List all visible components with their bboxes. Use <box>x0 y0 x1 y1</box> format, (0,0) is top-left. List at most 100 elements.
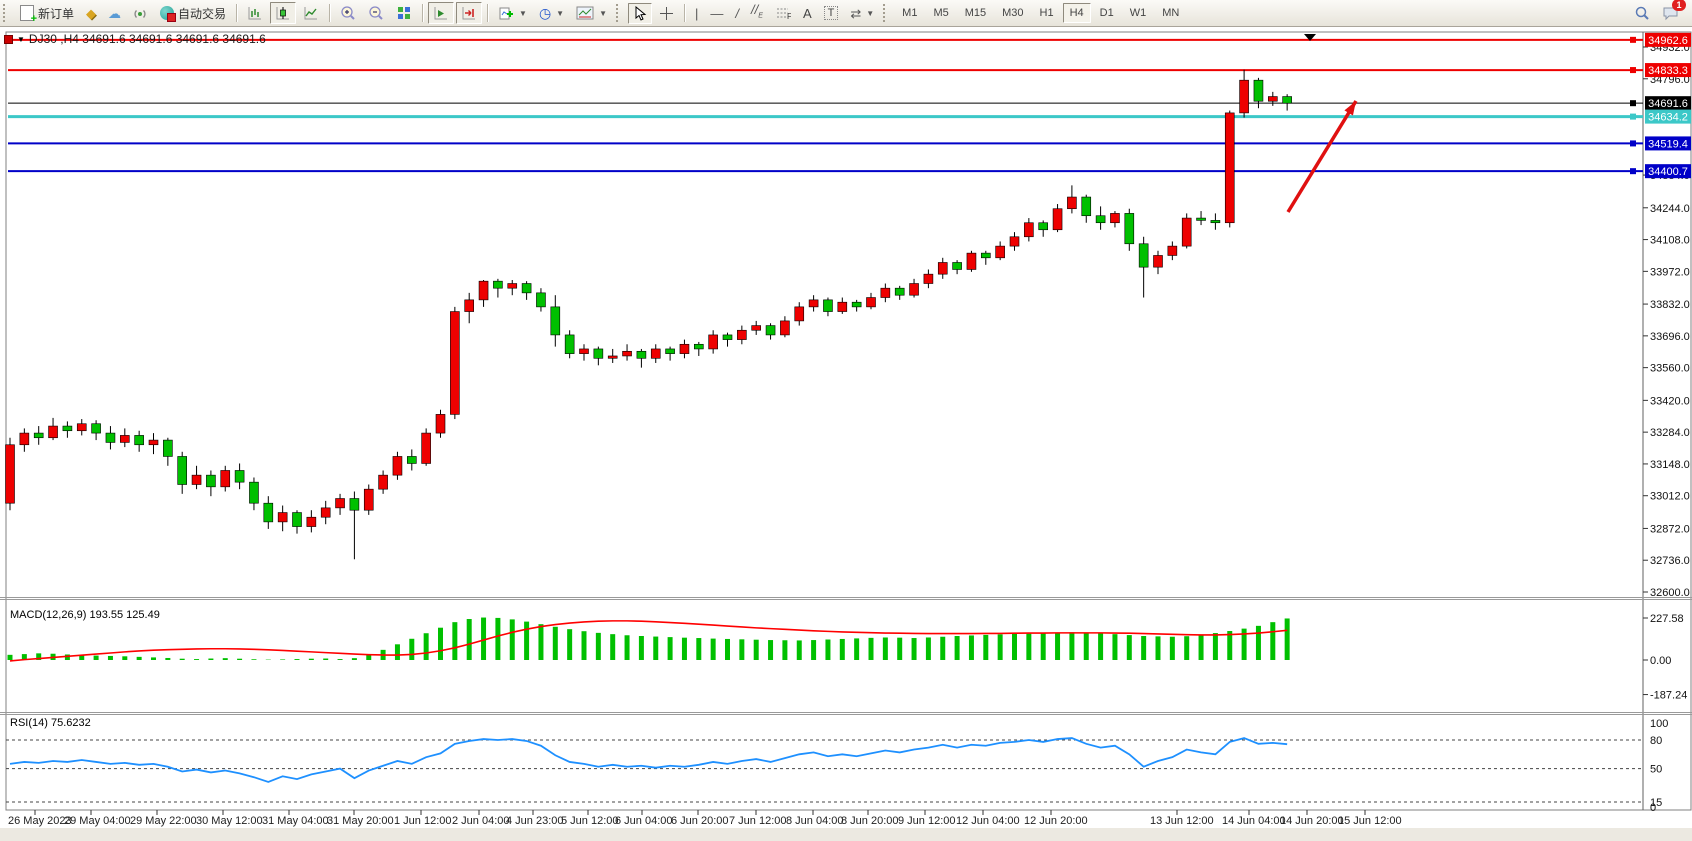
line-handle[interactable] <box>1630 113 1636 120</box>
new-order-label: 新订单 <box>38 6 75 21</box>
line-chart-button[interactable] <box>298 2 324 24</box>
candle-body <box>607 355 618 359</box>
price-tag-label: 34691.6 <box>1648 98 1688 110</box>
chevron-down-icon[interactable]: ▼ <box>556 8 565 18</box>
equidistant-channel-button[interactable]: //E <box>746 0 768 26</box>
candle-body <box>1282 96 1292 104</box>
line-handle[interactable] <box>1630 100 1636 107</box>
rsi-axis-label: 0 <box>1650 802 1656 814</box>
text-button[interactable]: A <box>798 4 817 23</box>
candle-body <box>363 488 374 511</box>
candle-body <box>952 262 962 270</box>
tile-windows-button[interactable] <box>391 2 417 24</box>
symbol-marker-icon[interactable] <box>4 34 13 44</box>
time-axis-label: 13 Jun 12:00 <box>1150 815 1214 827</box>
chart-shift-marker[interactable] <box>1304 34 1316 41</box>
charts-cloud-button[interactable]: ☁ <box>103 4 126 23</box>
candle-body <box>679 343 690 354</box>
signals-button[interactable] <box>128 3 153 24</box>
price-tag <box>1645 109 1691 124</box>
trend-arrow[interactable] <box>1286 100 1358 213</box>
axis-tick-label: 33284.0 <box>1650 427 1690 439</box>
templates-button[interactable]: ▼ <box>571 3 612 23</box>
candle-body <box>1138 243 1149 268</box>
axis-tick-label: 33972.0 <box>1650 266 1690 278</box>
candle-body <box>521 283 532 294</box>
autotrading-button[interactable]: 自动交易 <box>155 2 231 25</box>
price-tag-label: 34400.7 <box>1648 166 1688 178</box>
timeframe-button-H4[interactable]: H4 <box>1062 3 1091 23</box>
new-order-button[interactable]: + 新订单 <box>15 2 79 25</box>
market-button[interactable]: ◆ <box>81 4 101 23</box>
candle-body <box>263 502 274 523</box>
text-label-button[interactable]: T <box>819 3 844 23</box>
macd-axis-label: 227.58 <box>1650 613 1684 625</box>
macd-signal-line <box>9 620 1288 662</box>
timeframe-button-MN[interactable]: MN <box>1155 3 1186 23</box>
candle-body <box>636 350 647 359</box>
chart-shift-button[interactable] <box>456 2 483 24</box>
rsi-axis-label: 100 <box>1650 718 1668 730</box>
candle-body <box>894 287 905 296</box>
periods-button[interactable]: ◷ ▼ <box>534 4 569 23</box>
candle-body <box>550 306 561 336</box>
trendline-icon: / <box>735 5 740 21</box>
indicators-button[interactable]: ▼ <box>493 2 532 24</box>
timeframe-button-M30[interactable]: M30 <box>995 3 1030 23</box>
separator <box>487 4 489 22</box>
timeframe-button-M1[interactable]: M1 <box>895 3 924 23</box>
line-handle[interactable] <box>1630 36 1636 43</box>
triangle-down-icon[interactable]: ▼ <box>17 34 25 44</box>
candle-body <box>493 280 503 289</box>
candlestick-chart-button[interactable] <box>270 2 297 24</box>
zoom-out-button[interactable] <box>363 2 389 24</box>
timeframe-button-H1[interactable]: H1 <box>1033 3 1061 23</box>
candle-body <box>1024 222 1034 238</box>
bar-chart-button[interactable] <box>242 2 268 24</box>
candle-body <box>33 432 44 439</box>
trendline-button[interactable]: / <box>730 4 744 23</box>
candle-body <box>737 329 747 340</box>
toolbar-grip[interactable] <box>616 4 623 22</box>
axis-tick-label: 33832.0 <box>1650 299 1690 311</box>
chevron-down-icon[interactable]: ▼ <box>866 8 875 18</box>
zoom-in-button[interactable] <box>335 2 361 24</box>
fibonacci-button[interactable]: F <box>770 3 796 23</box>
candle-body <box>1196 217 1206 221</box>
candle-body <box>335 498 345 509</box>
notification-badge: 1 <box>1672 0 1686 11</box>
status-strip <box>0 828 1692 841</box>
chevron-down-icon[interactable]: ▼ <box>599 8 608 18</box>
notifications-button[interactable]: 1 <box>1657 0 1686 24</box>
auto-scroll-button[interactable] <box>428 2 455 24</box>
search-button[interactable] <box>1629 2 1655 24</box>
cursor-button[interactable] <box>628 2 653 24</box>
chevron-down-icon[interactable]: ▼ <box>519 8 527 18</box>
candle-body <box>105 432 116 443</box>
line-handle[interactable] <box>1630 168 1636 175</box>
candle-body <box>5 444 15 504</box>
text-label-icon: T <box>823 6 839 20</box>
toolbar-grip[interactable] <box>883 4 890 22</box>
rsi-axis-label: 80 <box>1650 735 1662 747</box>
macd-axis-label: -187.24 <box>1650 690 1687 702</box>
chart-shift-icon <box>462 7 476 20</box>
toolbar-grip[interactable] <box>3 4 10 22</box>
timeframe-button-M15[interactable]: M15 <box>958 3 993 23</box>
crosshair-button[interactable] <box>654 3 679 24</box>
time-axis-label: 4 Jun 23:00 <box>506 815 564 827</box>
crosshair-icon <box>660 6 674 20</box>
vertical-line-button[interactable]: | <box>690 4 703 23</box>
timeframe-button-M5[interactable]: M5 <box>926 3 955 23</box>
time-axis-label: 8 Jun 20:00 <box>841 815 899 827</box>
horizontal-line-button[interactable]: — <box>705 4 728 23</box>
line-handle[interactable] <box>1630 67 1636 74</box>
timeframe-button-D1[interactable]: D1 <box>1093 3 1121 23</box>
arrows-button[interactable]: ⇄ ▼ <box>845 4 879 23</box>
timeframe-button-W1[interactable]: W1 <box>1123 3 1154 23</box>
candle-body <box>808 299 819 308</box>
chart-canvas[interactable]: 34932.034796.034384.034244.034108.033972… <box>0 26 1692 841</box>
candle-body <box>1124 213 1135 245</box>
line-handle[interactable] <box>1630 140 1636 147</box>
candle-body <box>206 474 216 488</box>
